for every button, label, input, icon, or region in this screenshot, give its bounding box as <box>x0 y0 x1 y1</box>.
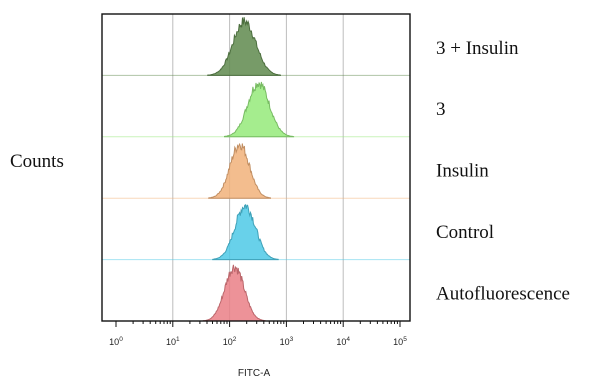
x-tick-label: 105 <box>393 336 407 347</box>
histogram-3-insulin <box>207 17 281 76</box>
series-label: Insulin <box>436 161 489 182</box>
histogram-insulin <box>208 142 271 199</box>
x-tick-label: 100 <box>109 336 123 347</box>
series-label: Control <box>436 222 494 243</box>
series-label: 3 <box>436 99 446 120</box>
plot-frame <box>101 13 411 322</box>
x-axis-label: FITC-A <box>238 368 271 378</box>
series-label: 3 + Insulin <box>436 38 519 59</box>
x-tick-label: 103 <box>280 336 294 347</box>
histogram-3 <box>224 81 295 138</box>
x-tick-label: 101 <box>166 336 180 347</box>
y-axis-label: Counts <box>10 151 64 172</box>
x-tick-label: 102 <box>223 336 237 347</box>
x-axis-ticks <box>115 321 401 327</box>
series-label: Autofluorescence <box>436 283 570 304</box>
histogram-autofluorescence <box>202 264 266 322</box>
histogram-lanes <box>102 17 410 322</box>
histogram-control <box>212 203 279 261</box>
series-labels: 3 + Insulin 3 Insulin Control Autofluorescen… <box>436 38 570 305</box>
x-tick-label: 104 <box>336 336 350 347</box>
x-axis-tick-labels: 100 101 102 103 104 105 <box>109 336 407 347</box>
